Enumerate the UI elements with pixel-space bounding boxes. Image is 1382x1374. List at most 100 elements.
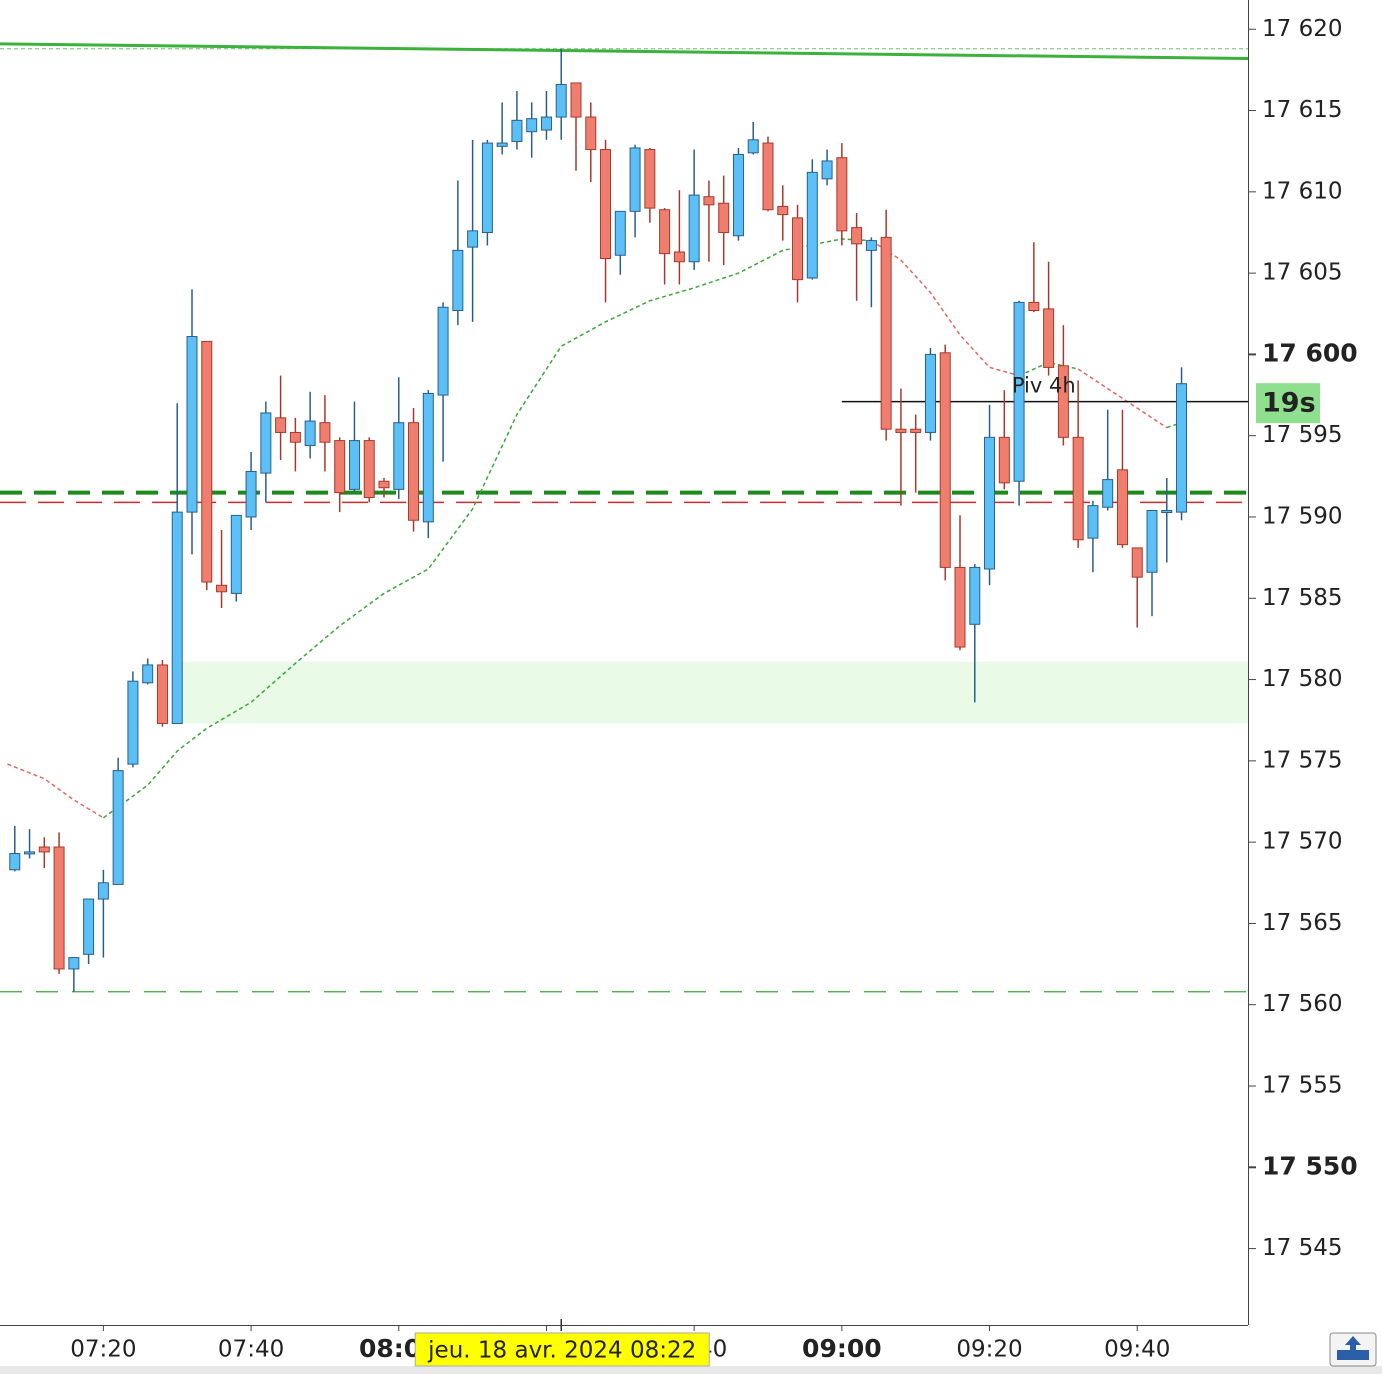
- candle-body: [806, 171, 818, 279]
- candle: [408, 408, 420, 532]
- candle-body: [1116, 469, 1128, 546]
- support-zone: [173, 661, 1248, 724]
- candle-body: [275, 417, 287, 433]
- candle-body: [570, 82, 582, 118]
- candle: [38, 837, 50, 869]
- candle: [540, 91, 552, 140]
- candle-body: [53, 846, 65, 970]
- moving-average: [102, 238, 872, 819]
- x-tick-label: 09:40: [1104, 1337, 1170, 1363]
- moving-average: [7, 763, 104, 819]
- candle-body: [924, 353, 936, 433]
- candle-body: [334, 440, 346, 494]
- candle: [319, 395, 331, 472]
- candle: [260, 401, 272, 503]
- y-tick-label: 17 570: [1262, 829, 1342, 855]
- y-tick-label: 17 600: [1262, 338, 1358, 367]
- candle-body: [437, 306, 449, 396]
- candle: [186, 289, 198, 555]
- y-tick-label: 17 605: [1262, 260, 1342, 286]
- candle: [659, 208, 671, 285]
- candle: [806, 159, 818, 280]
- candle-body: [836, 157, 848, 232]
- scroll-button[interactable]: [1329, 1332, 1377, 1367]
- candle: [762, 136, 774, 212]
- moving-average: [1166, 421, 1182, 429]
- candle: [703, 180, 715, 262]
- x-tick-label: 09:00: [802, 1334, 882, 1363]
- candle-body: [319, 422, 331, 443]
- candle-body: [348, 440, 360, 490]
- candle-body: [939, 352, 951, 568]
- candle-body: [732, 153, 744, 237]
- y-tick-label: 17 550: [1262, 1151, 1358, 1180]
- x-tick-label: 09:20: [956, 1337, 1022, 1363]
- candle: [1146, 509, 1158, 617]
- candle-body: [1102, 479, 1114, 508]
- y-tick-label: 17 590: [1262, 503, 1342, 529]
- candle-body: [629, 147, 641, 212]
- candle-body: [762, 142, 774, 211]
- candle: [1072, 380, 1084, 548]
- candle: [969, 564, 981, 703]
- candle-body: [555, 84, 567, 118]
- moving-average: [870, 239, 1020, 377]
- candle: [289, 417, 301, 472]
- candle-body: [718, 202, 730, 233]
- candle-body: [659, 209, 671, 255]
- candle-body: [1146, 509, 1158, 573]
- candle: [1087, 500, 1099, 573]
- candle-body: [378, 480, 390, 489]
- candle: [1176, 367, 1188, 521]
- candle-body: [24, 851, 36, 855]
- candle: [895, 388, 907, 506]
- candle-body: [1028, 301, 1040, 312]
- y-tick-label: 17 610: [1262, 178, 1342, 204]
- candle: [747, 121, 759, 155]
- candle-body: [142, 664, 154, 684]
- candle-body: [777, 205, 789, 216]
- candle: [629, 144, 641, 238]
- y-tick-label: 17 585: [1262, 585, 1342, 611]
- candle: [865, 237, 877, 308]
- trendline: [0, 42, 1248, 61]
- y-tick-label: 17 565: [1262, 910, 1342, 936]
- candle: [245, 451, 257, 530]
- candle: [555, 48, 567, 140]
- candle: [1043, 261, 1055, 376]
- candle: [600, 139, 612, 303]
- candle: [910, 414, 922, 493]
- candle-body: [408, 422, 420, 521]
- candle-body: [422, 392, 434, 523]
- candle-body: [821, 160, 833, 180]
- candle: [1116, 409, 1128, 548]
- candle: [171, 403, 183, 724]
- candle-body: [186, 336, 198, 513]
- bottom-strip: [0, 1366, 1382, 1374]
- candle-body: [851, 227, 863, 245]
- candle: [201, 340, 213, 591]
- candle: [156, 660, 168, 727]
- candle-body: [895, 428, 907, 433]
- candle-body: [156, 664, 168, 724]
- candle: [732, 147, 744, 241]
- candle: [142, 658, 154, 685]
- candle: [998, 390, 1010, 490]
- countdown-box: [1256, 383, 1320, 424]
- candle-body: [1131, 547, 1143, 578]
- candle-body: [998, 436, 1010, 484]
- candle-body: [467, 230, 479, 248]
- candle-body: [481, 142, 493, 233]
- candle-body: [393, 422, 405, 490]
- candle: [1028, 242, 1040, 313]
- crosshair-box: [414, 1332, 710, 1367]
- y-tick-label: 17 595: [1262, 422, 1342, 448]
- pivot-label: Piv 4h: [1012, 374, 1076, 398]
- candle-body: [644, 149, 656, 209]
- candle: [437, 302, 449, 462]
- y-tick-label: 17 580: [1262, 666, 1342, 692]
- candle: [954, 515, 966, 651]
- candle: [422, 390, 434, 539]
- candle: [230, 514, 242, 602]
